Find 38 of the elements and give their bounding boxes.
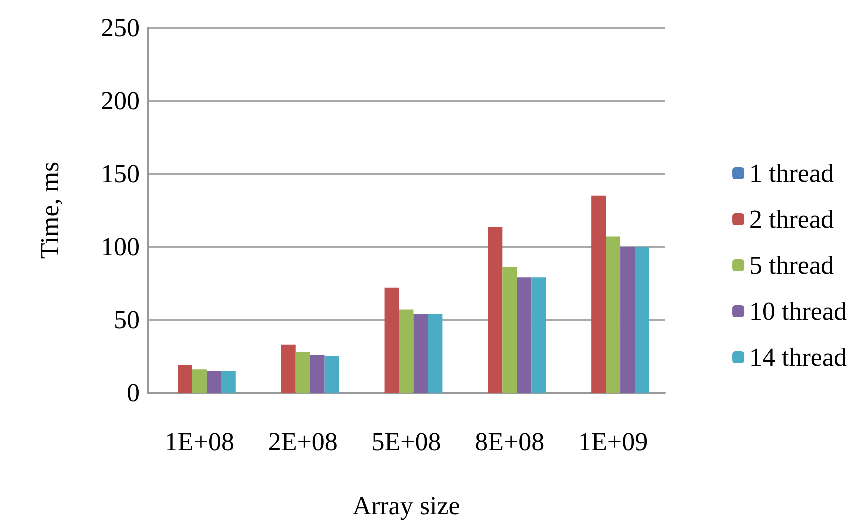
y-axis-title: Time, ms (36, 162, 64, 260)
bar (324, 356, 340, 393)
x-tick-label: 8E+08 (475, 428, 545, 456)
x-tick-label: 1E+09 (578, 428, 648, 456)
bar (399, 310, 414, 393)
legend-label: 1 thread (750, 159, 834, 188)
bar (192, 370, 207, 393)
bar (620, 247, 636, 393)
x-tick-label: 2E+08 (268, 428, 338, 456)
bar (517, 278, 532, 393)
y-tick-label: 200 (101, 86, 140, 116)
y-tick-label: 0 (127, 378, 140, 408)
x-tick-label: 1E+08 (164, 428, 234, 456)
bar (296, 352, 310, 393)
bar (281, 344, 296, 393)
y-tick-label: 100 (101, 232, 140, 262)
bar (384, 288, 400, 393)
legend-label: 14 thread (750, 343, 848, 372)
bar (428, 314, 443, 393)
bar (414, 314, 428, 393)
x-tick-label: 5E+08 (372, 428, 442, 456)
bar (206, 371, 222, 393)
legend-label: 2 thread (750, 205, 834, 234)
bar (502, 267, 518, 393)
legend-label: 10 thread (750, 297, 848, 326)
bar (178, 365, 192, 393)
y-tick-label: 50 (114, 306, 140, 334)
legend-label: 5 thread (750, 251, 834, 280)
bar (221, 371, 236, 393)
y-tick-label: 250 (101, 14, 140, 42)
bar (532, 278, 546, 393)
y-tick-label: 150 (101, 160, 140, 188)
bar (488, 227, 503, 393)
bar (635, 247, 650, 393)
bar (592, 196, 606, 393)
x-axis-title: Array size (352, 492, 460, 520)
bar (310, 355, 325, 393)
bar (606, 236, 621, 393)
